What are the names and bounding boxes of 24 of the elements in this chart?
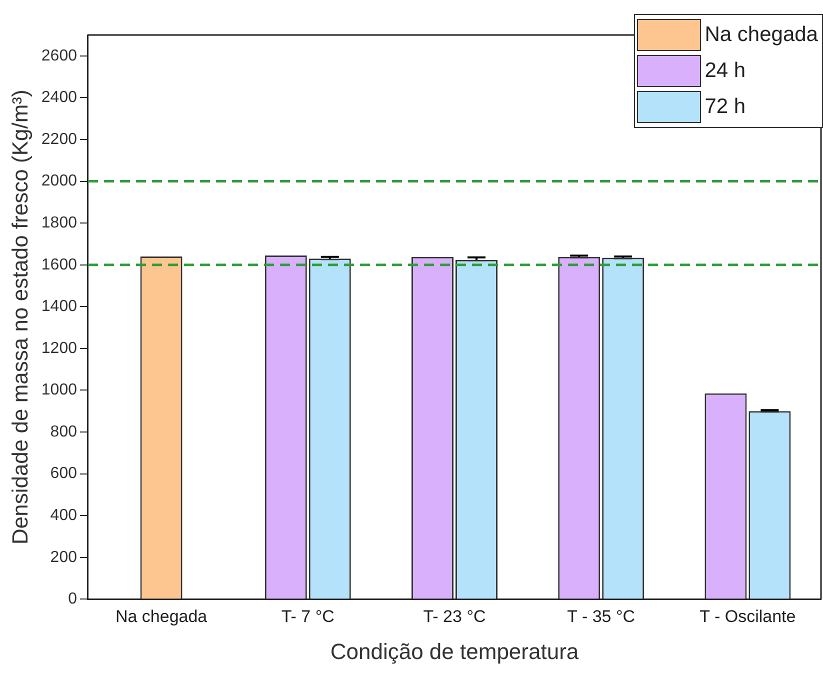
legend-label: 24 h: [704, 59, 746, 83]
legend-label: 72 h: [704, 95, 746, 119]
y-tick-label: 200: [50, 548, 78, 566]
y-tick-label: 1200: [41, 340, 78, 357]
legend-label: Na chegada: [704, 23, 818, 47]
x-tick-label: T- 7 °C: [281, 607, 334, 626]
x-tick-label: T- 23 °C: [423, 607, 486, 626]
x-tick-label: Na chegada: [115, 607, 208, 626]
y-tick-label: 1600: [41, 256, 78, 274]
x-axis-title: Condição de temperatura: [330, 638, 580, 664]
y-axis-title: Densidade de massa no estado fresco (Kg/m³): [7, 90, 32, 545]
y-tick-label: 2200: [41, 130, 78, 148]
x-tick-label: T - Oscilante: [700, 607, 796, 626]
y-tick-label: 2400: [41, 89, 78, 106]
y-tick-label: 2600: [41, 47, 78, 64]
x-tick-label: T - 35 °C: [567, 607, 636, 626]
y-tick-label: 0: [68, 590, 78, 608]
y-tick-label: 400: [50, 507, 78, 524]
y-tick-label: 600: [50, 465, 78, 482]
y-tick-label: 1400: [41, 298, 78, 316]
y-tick-label: 1800: [41, 214, 78, 232]
y-tick-label: 1000: [41, 382, 78, 399]
y-tick-label: 2000: [41, 172, 78, 190]
y-tick-label: 800: [50, 423, 78, 440]
